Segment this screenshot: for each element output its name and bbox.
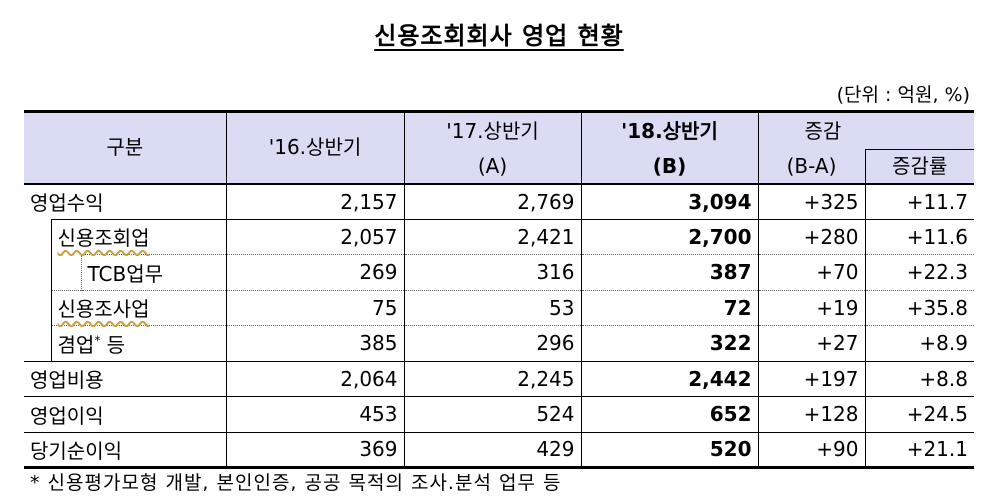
header-h17-sub: (A) [404,149,582,185]
header-change-sub: (B-A) [758,149,865,185]
header-category: 구분 [24,110,227,185]
cell-h17: 316 [404,254,582,290]
header-rate: 증감률 [864,149,974,185]
cell-h18: 652 [581,396,759,432]
cell-h16: 75 [226,289,405,326]
cell-change: +27 [757,325,865,361]
cell-h18: 2,442 [581,360,759,397]
cell-h17: 296 [404,325,582,361]
header-h18-sub: (B) [581,149,759,185]
cell-rate: +11.6 [864,218,974,255]
row-label: 신용조사업 [51,289,227,326]
header-h17: '17.상반기 [404,110,582,150]
cell-h16: 2,157 [226,183,405,219]
cell-change: +325 [803,189,859,214]
cell-change: +19 [757,289,865,326]
cell-h17: 2,421 [404,218,582,255]
cell-h16: 385 [226,325,405,361]
header-h16: '16.상반기 [226,110,405,185]
cell-rate: +11.7 [864,183,974,219]
row-label: 겸업* 등 [51,325,227,361]
cell-h18: 3,094 [581,183,759,219]
unit-label: (단위 : 억원, %) [836,84,970,106]
cell-h17: 2,245 [404,360,582,397]
cell-change: +90 [758,431,865,469]
row-label: 영업비용 [24,360,227,397]
row-label: 영업이익 [24,396,227,432]
cell-h18: 72 [581,289,759,326]
cell-change: +197 [758,360,865,397]
cell-h17: 429 [404,431,582,469]
cell-h16: 269 [226,254,405,290]
cell-rate: +22.3 [864,254,974,290]
row-label: TCB업무 [81,254,227,290]
footnote: * 신용평가모형 개발, 본인인증, 공공 목적의 조사.분석 업무 등 [30,472,562,494]
cell-h17: 53 [404,289,582,326]
cell-h17: 2,769 [404,183,582,219]
cell-h18: 2,700 [581,218,759,255]
cell-rate: +8.9 [864,325,974,361]
page-title: 신용조회회사 영업 현황 [374,22,624,50]
cell-change: +128 [758,396,865,432]
cell-rate: +21.1 [864,431,974,469]
cell-rate: +8.8 [864,360,974,397]
cell-change: +280 [757,218,865,255]
cell-h16: 369 [226,431,405,469]
cell-rate: +35.8 [864,289,974,326]
row-label: 당기순이익 [24,431,227,469]
cell-rate: +24.5 [864,396,974,432]
cell-change: +70 [757,254,865,290]
row-label: 영업수익 [24,183,227,219]
header-h18: '18.상반기 [581,110,759,150]
sales-table: 구분 '16.상반기 '17.상반기 '18.상반기 증감 (A) (B) (B… [24,110,974,469]
row-label: 신용조회업 [51,218,227,255]
cell-h17: 524 [404,396,582,432]
cell-h16: 2,057 [226,218,405,255]
header-change: 증감 [758,110,974,150]
cell-h16: 453 [226,396,405,432]
cell-h18: 387 [581,254,759,290]
cell-h18: 322 [581,325,759,361]
cell-h18: 520 [581,431,759,469]
cell-h16: 2,064 [226,360,405,397]
